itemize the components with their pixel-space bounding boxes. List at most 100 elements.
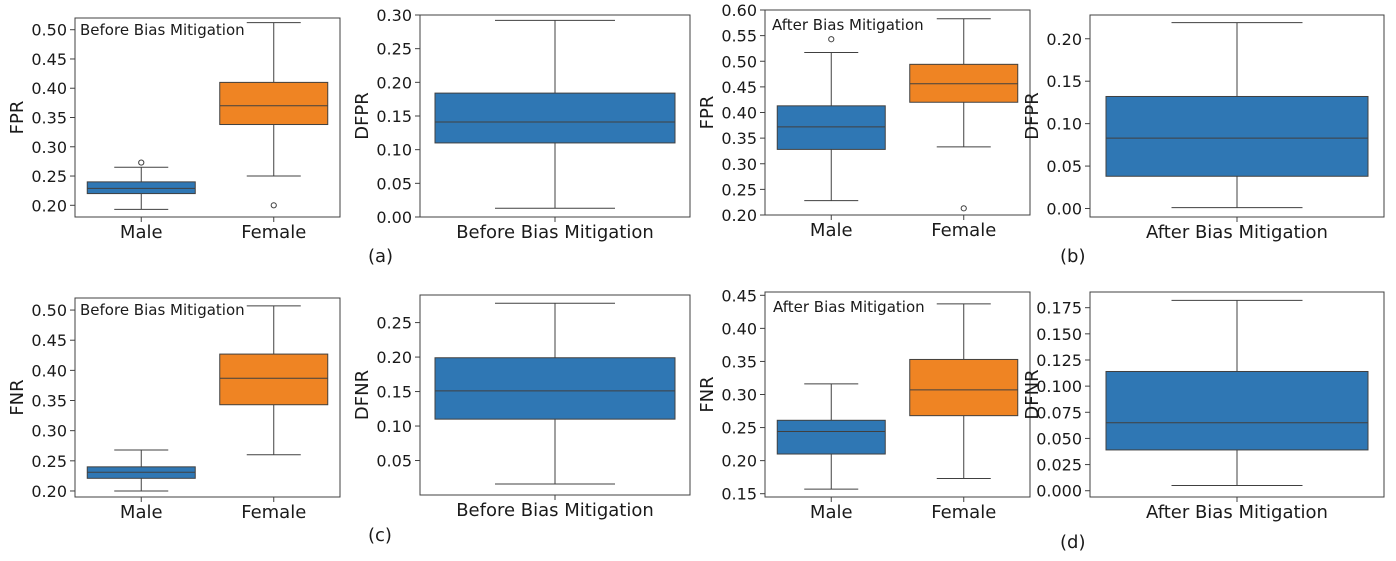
x-tick-label: Female [241, 502, 306, 523]
y-tick-label: 0.30 [31, 138, 67, 157]
y-tick-label: 0.175 [1036, 299, 1082, 318]
x-tick-label: Before Bias Mitigation [456, 500, 654, 521]
y-axis-label: FNR [7, 379, 28, 415]
y-tick-label: 0.075 [1036, 403, 1082, 422]
y-tick-label: 0.000 [1036, 482, 1082, 501]
panel-2: 0.00 0.05 0.10 0.15 0.20 0.25 0.30 DFPR Before B… [352, 6, 691, 243]
y-tick-label: 0.10 [376, 141, 412, 160]
y-tick-label: 0.00 [1046, 200, 1082, 219]
y-tick-label: 0.05 [376, 174, 412, 193]
panel-title: Before Bias Mitigation [80, 301, 245, 319]
y-tick-label: 0.05 [1046, 157, 1082, 176]
outlier-point [138, 159, 145, 166]
box-female [909, 18, 1019, 212]
y-tick-label: 0.50 [721, 52, 757, 71]
y-tick-label: 0.45 [721, 78, 757, 97]
panel-label-d: (d) [1060, 532, 1085, 553]
iqr-box [219, 353, 329, 406]
box-male [776, 383, 886, 490]
panel-title: After Bias Mitigation [772, 16, 924, 34]
y-tick-label: 0.20 [376, 73, 412, 92]
iqr-box [776, 105, 886, 150]
y-axis-label: FPR [697, 96, 718, 130]
y-tick-label: 0.025 [1036, 456, 1082, 475]
box-male [776, 36, 886, 202]
y-tick-label: 0.45 [31, 50, 67, 69]
y-tick-label: 0.50 [31, 301, 67, 320]
y-tick-label: 0.25 [31, 167, 67, 186]
box-male [86, 449, 196, 492]
y-tick-label: 0.00 [376, 208, 412, 227]
x-tick-label: Female [931, 220, 996, 241]
outlier-point [960, 205, 967, 212]
panel-1: 0.20 0.25 0.30 0.35 0.40 0.45 0.50 FPR Male Femal… [7, 17, 341, 243]
box-before-bias-mitigation [434, 19, 676, 209]
y-tick-label: 0.40 [31, 361, 67, 380]
y-tick-label: 0.25 [721, 419, 757, 438]
y-tick-label: 0.20 [721, 452, 757, 471]
iqr-box [909, 63, 1019, 103]
y-tick-label: 0.35 [721, 129, 757, 148]
y-tick-label: 0.25 [376, 314, 412, 333]
box-male [86, 159, 196, 210]
y-tick-label: 0.20 [31, 196, 67, 215]
y-tick-label: 0.40 [721, 104, 757, 123]
y-tick-label: 0.150 [1036, 325, 1082, 344]
y-tick-label: 0.20 [31, 482, 67, 501]
y-tick-label: 0.125 [1036, 351, 1082, 370]
x-tick-label: After Bias Mitigation [1146, 222, 1328, 243]
y-tick-label: 0.100 [1036, 377, 1082, 396]
y-tick-label: 0.050 [1036, 429, 1082, 448]
y-tick-label: 0.60 [721, 1, 757, 20]
panel-title: Before Bias Mitigation [80, 21, 245, 39]
x-tick-label: Female [931, 502, 996, 523]
y-tick-label: 0.25 [31, 452, 67, 471]
y-axis-label: DFNR [352, 370, 373, 420]
y-tick-label: 0.50 [31, 21, 67, 40]
y-tick-label: 0.20 [1046, 30, 1082, 49]
panel-5: 0.20 0.25 0.30 0.35 0.40 0.45 0.50 FNR Male Femal… [7, 297, 341, 523]
y-tick-label: 0.05 [376, 452, 412, 471]
y-tick-label: 0.30 [721, 155, 757, 174]
y-tick-label: 0.35 [31, 109, 67, 128]
box-female [909, 303, 1019, 479]
x-tick-label: Male [120, 222, 163, 243]
x-tick-label: Male [120, 502, 163, 523]
y-tick-label: 0.45 [31, 331, 67, 350]
box-female [219, 305, 329, 456]
box-female [219, 22, 329, 209]
y-tick-label: 0.40 [31, 79, 67, 98]
iqr-box [434, 357, 676, 420]
y-tick-label: 0.40 [721, 319, 757, 338]
y-tick-label: 0.15 [376, 383, 412, 402]
box-after-bias-mitigation [1105, 22, 1369, 209]
y-tick-label: 0.15 [376, 107, 412, 126]
box-before-bias-mitigation [434, 302, 676, 485]
x-tick-label: Male [810, 220, 853, 241]
outlier-point [270, 202, 277, 209]
iqr-box [434, 92, 676, 144]
y-axis-label: DFPR [352, 92, 373, 140]
panel-3: 0.20 0.25 0.30 0.35 0.40 0.45 0.50 0.55 0.60 FPR M… [697, 1, 1031, 241]
y-tick-label: 0.30 [31, 422, 67, 441]
x-tick-label: Before Bias Mitigation [456, 222, 654, 243]
outlier-point [828, 36, 835, 43]
panel-label-a: (a) [368, 246, 393, 267]
y-axis-label: DFPR [1022, 92, 1043, 140]
y-tick-label: 0.45 [721, 286, 757, 305]
plot-frame [74, 297, 341, 498]
box-after-bias-mitigation [1105, 299, 1369, 486]
y-tick-label: 0.35 [31, 392, 67, 411]
y-tick-label: 0.25 [721, 180, 757, 199]
panel-title: After Bias Mitigation [773, 298, 925, 316]
iqr-box [776, 419, 886, 455]
x-tick-label: Male [810, 502, 853, 523]
x-tick-label: Female [241, 222, 306, 243]
panel-label-c: (c) [368, 525, 392, 546]
panel-8: 0.000 0.025 0.050 0.075 0.100 0.125 0.150 0.175… [1022, 291, 1385, 523]
y-tick-label: 0.10 [376, 417, 412, 436]
y-tick-label: 0.10 [1046, 115, 1082, 134]
iqr-box [1105, 370, 1369, 451]
y-tick-label: 0.20 [721, 206, 757, 225]
